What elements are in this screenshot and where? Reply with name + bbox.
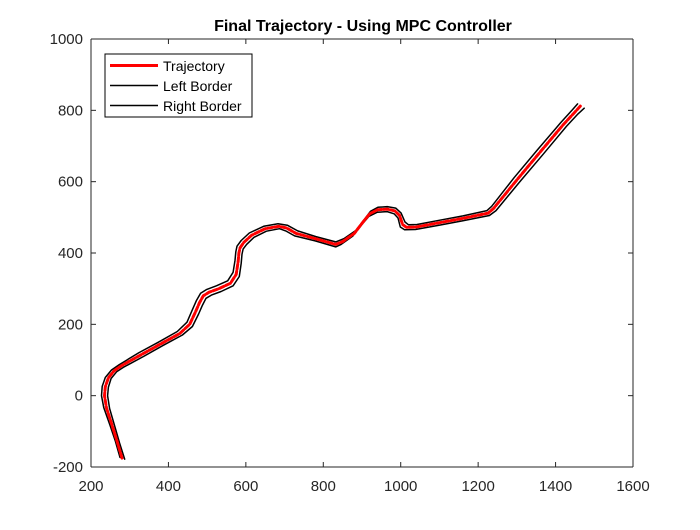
y-tick-label: 800 xyxy=(58,102,83,119)
y-tick-label: 1000 xyxy=(50,31,83,48)
left-border-line xyxy=(100,103,579,459)
trajectory-line xyxy=(103,104,582,460)
legend-label-right-border: Right Border xyxy=(163,98,242,114)
x-tick-label: 1200 xyxy=(461,478,494,495)
plot-area: 200 400 600 800 1000 1200 1400 1600 -200 0 200 400 6… xyxy=(50,31,650,495)
y-tick-label: 400 xyxy=(58,245,83,262)
y-tick-label: 0 xyxy=(75,388,83,405)
x-tick-label: 400 xyxy=(156,478,181,495)
legend: Trajectory Left Border Right Border xyxy=(104,53,253,118)
right-border-line xyxy=(106,107,585,460)
x-tick-label: 1000 xyxy=(384,478,417,495)
chart-title: Final Trajectory - Using MPC Controller xyxy=(214,18,512,35)
y-tick-label: 200 xyxy=(58,316,83,333)
legend-label-trajectory: Trajectory xyxy=(163,58,225,74)
y-tick-label: -200 xyxy=(53,459,83,476)
y-tick-label: 600 xyxy=(58,174,83,191)
legend-label-left-border: Left Border xyxy=(163,78,233,94)
x-tick-label: 1600 xyxy=(616,478,649,495)
x-tick-label: 800 xyxy=(311,478,336,495)
x-tick-label: 200 xyxy=(78,478,103,495)
x-tick-label: 1400 xyxy=(539,478,572,495)
x-tick-label: 600 xyxy=(233,478,258,495)
